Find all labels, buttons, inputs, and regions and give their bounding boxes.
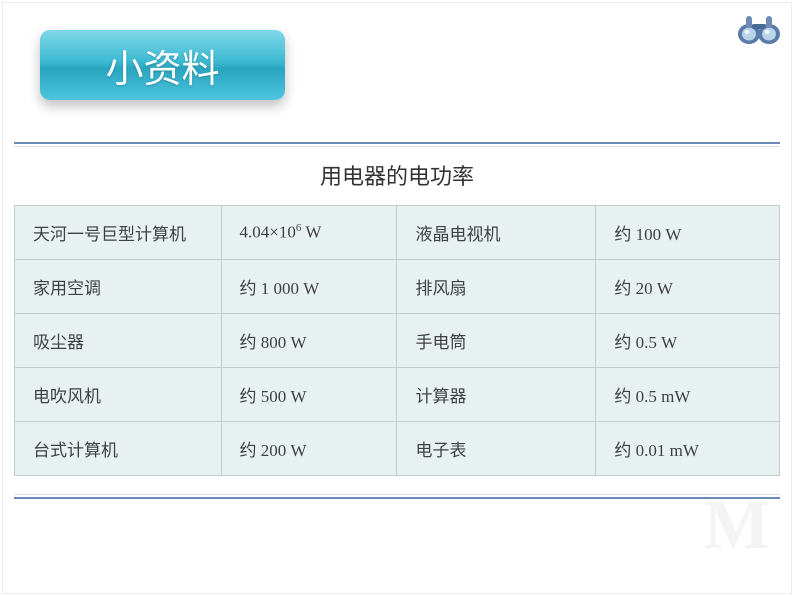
table-row: 电吹风机约 500 W计算器约 0.5 mW bbox=[15, 368, 780, 422]
cell-power-b: 约 0.01 mW bbox=[596, 422, 780, 476]
cell-power-a: 4.04×106 W bbox=[221, 206, 397, 260]
cell-power-b: 约 0.5 mW bbox=[596, 368, 780, 422]
cell-power-a: 约 200 W bbox=[221, 422, 397, 476]
table-row: 家用空调约 1 000 W排风扇约 20 W bbox=[15, 260, 780, 314]
cell-power-a: 约 800 W bbox=[221, 314, 397, 368]
cell-power-a: 约 500 W bbox=[221, 368, 397, 422]
cell-device-b: 计算器 bbox=[397, 368, 596, 422]
content-area: 用电器的电功率 天河一号巨型计算机4.04×106 W液晶电视机约 100 W家… bbox=[14, 142, 780, 501]
cell-power-b: 约 100 W bbox=[596, 206, 780, 260]
cell-device-b: 液晶电视机 bbox=[397, 206, 596, 260]
rule-top bbox=[14, 142, 780, 144]
table-title: 用电器的电功率 bbox=[14, 159, 780, 191]
cell-power-b: 约 20 W bbox=[596, 260, 780, 314]
cell-device-b: 排风扇 bbox=[397, 260, 596, 314]
rule-top-thin bbox=[14, 146, 780, 147]
table-row: 台式计算机约 200 W电子表约 0.01 mW bbox=[15, 422, 780, 476]
power-table: 天河一号巨型计算机4.04×106 W液晶电视机约 100 W家用空调约 1 0… bbox=[14, 205, 780, 476]
cell-device-b: 手电筒 bbox=[397, 314, 596, 368]
title-badge: 小资料 bbox=[40, 30, 285, 100]
table-row: 天河一号巨型计算机4.04×106 W液晶电视机约 100 W bbox=[15, 206, 780, 260]
table-row: 吸尘器约 800 W手电筒约 0.5 W bbox=[15, 314, 780, 368]
binoculars-icon bbox=[734, 8, 784, 48]
title-badge-label: 小资料 bbox=[105, 38, 219, 93]
cell-power-a: 约 1 000 W bbox=[221, 260, 397, 314]
cell-power-b: 约 0.5 W bbox=[596, 314, 780, 368]
rule-bottom bbox=[14, 497, 780, 499]
cell-device-a: 家用空调 bbox=[15, 260, 222, 314]
cell-device-a: 台式计算机 bbox=[15, 422, 222, 476]
cell-device-a: 吸尘器 bbox=[15, 314, 222, 368]
cell-device-a: 天河一号巨型计算机 bbox=[15, 206, 222, 260]
rule-bottom-thin bbox=[14, 494, 780, 495]
cell-device-b: 电子表 bbox=[397, 422, 596, 476]
cell-device-a: 电吹风机 bbox=[15, 368, 222, 422]
